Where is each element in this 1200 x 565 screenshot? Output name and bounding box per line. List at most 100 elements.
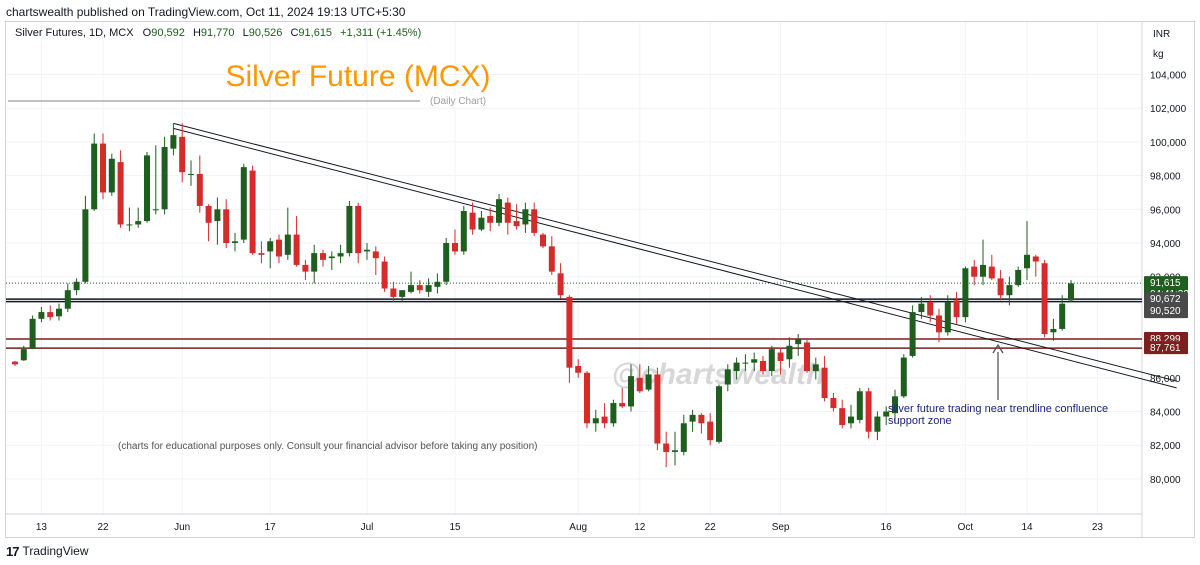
candle [944,295,951,336]
candle [56,303,62,321]
candle-body [328,256,335,259]
support-tag-dark-text: 90,520 [1150,306,1181,317]
time-axis: 13 22 Jun 17 Jul 15 Aug 12 22 Sep 16 Oct 14 23 [36,522,1104,533]
candle-body [320,253,326,260]
candle [1050,318,1057,341]
candle [584,371,590,429]
candle [328,251,335,270]
candle [856,387,863,424]
candle-body [188,173,194,175]
footer-brand: TradingView [22,544,89,558]
y-tick-label: 84,000 [1150,408,1181,419]
candle [716,384,722,444]
candle [663,431,670,468]
candle-body [425,285,432,292]
candle-body [364,249,370,252]
support-tag-dark [1144,292,1188,319]
support-tag-red-text: 88,299 [1150,334,1181,345]
x-tick-label: 23 [1092,522,1104,533]
trendline [173,127,1177,389]
x-tick-label: Jul [361,522,374,533]
candle-body [768,349,775,372]
candle [214,197,221,245]
candle-body [399,290,406,297]
y-tick-label: 80,000 [1150,475,1181,486]
candle [258,241,265,264]
candle-body [1068,283,1074,301]
candle [188,160,194,186]
horizontal-levels [6,282,1142,349]
candle-body [1015,269,1022,286]
candle [346,200,353,257]
candle [830,392,837,412]
candle [302,259,309,281]
candle-body [29,318,36,349]
candle-body [443,243,450,282]
candle [276,234,282,264]
low-value: 90,526 [249,27,283,39]
candle [408,271,414,294]
candle-body [707,421,714,441]
symbol-name: Silver Futures, 1D, MCX [15,27,134,39]
candle [821,355,828,402]
candle-body [152,209,159,211]
candle [892,389,898,424]
x-tick-label: 15 [449,522,461,533]
candle-body [73,281,80,291]
candle-body [293,234,300,265]
candle-body [267,241,274,252]
candle-body [936,315,942,333]
candle-body [1041,263,1048,334]
candle-body [742,362,749,364]
candle [196,155,203,213]
candle [689,409,696,432]
candle-body [663,443,670,452]
x-tick-label: 13 [36,522,48,533]
candle-body [452,243,458,252]
candle [487,207,494,232]
candle [469,202,476,235]
candle [179,123,186,183]
candle-body [64,290,71,309]
candle [390,281,397,302]
candle [1068,280,1074,302]
close-label: C [290,27,298,39]
high-value: 91,770 [201,27,235,39]
candle [971,259,978,286]
candle-body [469,212,476,230]
candle-body [645,374,652,390]
candle [355,202,362,264]
candle [592,409,599,432]
candle-body [821,367,828,399]
annotation-arrowhead [992,343,1004,354]
candle [760,355,766,375]
x-tick-label: Sep [772,522,790,533]
candle-body [944,301,951,333]
candle [223,199,230,249]
publisher-text: chartswealth published on TradingView.co… [6,5,406,19]
x-tick-label: Aug [569,522,587,533]
candle [73,278,80,296]
candles [12,123,1074,468]
candle-body [900,357,907,397]
candle [284,207,291,260]
candle-body [628,376,634,407]
candle [768,345,775,377]
candle-body [56,308,62,317]
candle-body [161,146,168,210]
candle [874,411,881,441]
tradingview-logo-icon: 17 [6,543,20,559]
x-tick-label: Oct [958,522,974,533]
candle [531,202,538,237]
candle [548,236,555,276]
candle [416,280,423,294]
candle [865,387,872,439]
change-value: +1,311 (+1.45%) [340,27,421,39]
candle-body [795,339,802,345]
candle-body [619,403,626,407]
candle [909,305,916,358]
candle [557,263,564,299]
y-tick-label: 98,000 [1150,172,1181,183]
y-tick-label: 86,000 [1150,374,1181,385]
